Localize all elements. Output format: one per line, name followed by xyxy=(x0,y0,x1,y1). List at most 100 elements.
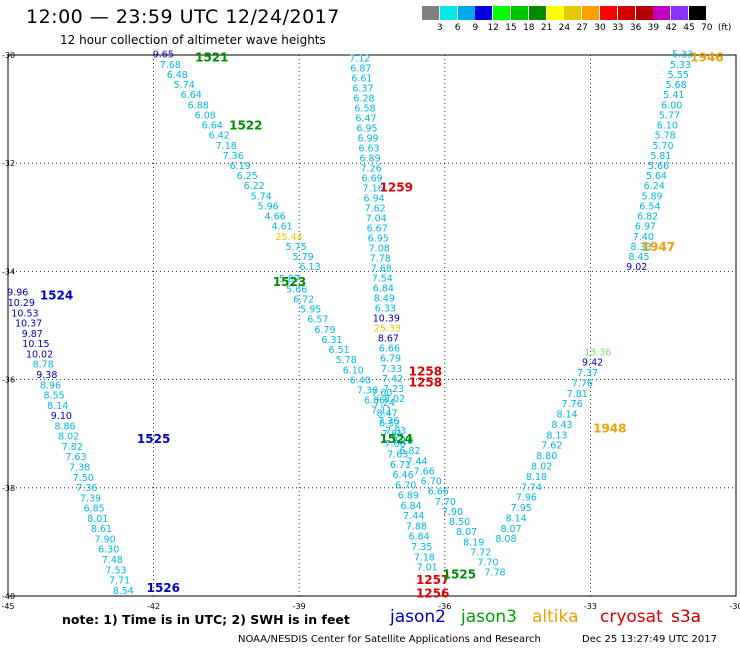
legend-tick-label: 3 xyxy=(436,23,443,33)
swh-value: 7.26 xyxy=(360,164,381,175)
swh-value: 5.79 xyxy=(293,252,314,263)
swh-value: 7.36 xyxy=(378,416,399,427)
swh-value: 6.57 xyxy=(307,315,328,326)
legend-tick-label: 18 xyxy=(523,23,535,33)
swh-value: 7.76 xyxy=(572,378,593,389)
legend-swatch xyxy=(493,6,511,20)
swh-value: 7.62 xyxy=(541,441,562,452)
legend-swatch xyxy=(422,6,439,20)
swh-value: 6.84 xyxy=(408,532,429,543)
legend-tick-label: 36 xyxy=(629,23,642,33)
swh-value: 5.66 xyxy=(648,161,669,172)
legend-swatch xyxy=(600,6,617,20)
swh-value: 6.84 xyxy=(373,284,394,295)
swh-value: 7.54 xyxy=(372,274,393,285)
legend-swatch xyxy=(582,6,600,20)
swh-value: 6.58 xyxy=(354,104,375,115)
swh-value: 7.95 xyxy=(511,503,532,514)
swh-value: 6.66 xyxy=(428,487,449,498)
pass-time-label: 1946 xyxy=(690,51,723,65)
legend-swatch xyxy=(439,6,457,20)
swh-value: 6.64 xyxy=(202,121,223,132)
swh-value: 6.00 xyxy=(661,100,682,111)
swh-value: 6.79 xyxy=(380,354,401,365)
swh-value: 6.63 xyxy=(358,144,379,155)
swh-value: 7.68 xyxy=(160,60,181,71)
footer-note: note: 1) Time is in UTC; 2) SWH is in fe… xyxy=(62,612,350,627)
swh-value: 8.14 xyxy=(506,513,527,524)
swh-value: 7.72 xyxy=(470,547,491,558)
satellite-name: jason3 xyxy=(461,607,517,627)
legend-swatch xyxy=(564,6,582,20)
swh-value: 7.70 xyxy=(435,497,456,508)
swh-value: 6.54 xyxy=(639,201,660,212)
swh-value: 7.16 xyxy=(363,184,384,195)
swh-value: 7.66 xyxy=(384,439,405,450)
swh-value: 8.50 xyxy=(449,517,470,528)
lon-tick-label: -36 xyxy=(438,602,451,611)
pass-time-label: 1257 xyxy=(416,573,449,587)
pass-time-label: 1525 xyxy=(137,432,170,446)
swh-value: 7.96 xyxy=(516,493,537,504)
swh-value: 8.55 xyxy=(44,391,65,402)
legend-tick-label: 15 xyxy=(505,23,517,33)
legend-tick-label: 33 xyxy=(612,23,624,33)
swh-value: 6.84 xyxy=(400,501,421,512)
legend-tick-label: 39 xyxy=(647,23,660,33)
swh-value: 6.33 xyxy=(375,304,396,315)
swh-value: 5.87 xyxy=(279,274,300,285)
swh-value: 6.95 xyxy=(356,124,377,135)
swh-value: 6.46 xyxy=(392,470,413,481)
swh-value: 8.61 xyxy=(91,524,112,535)
legend-swatch xyxy=(671,6,689,20)
swh-value: 6.48 xyxy=(167,70,188,81)
pass-time-label: 1524 xyxy=(40,289,73,303)
swh-value: 7.35 xyxy=(411,542,432,553)
swh-value: 6.10 xyxy=(343,365,364,376)
swh-value: 7.08 xyxy=(369,244,390,255)
swh-value: 6.72 xyxy=(293,294,314,305)
swh-value: 13.36 xyxy=(584,347,611,358)
swh-value: 7.70 xyxy=(477,557,498,568)
swh-value: 6.82 xyxy=(637,212,658,223)
swh-value: 7.23 xyxy=(383,384,404,395)
swh-value: 7.18 xyxy=(392,436,413,447)
legend-tick-label: 70 xyxy=(701,23,713,33)
swh-value: 8.52 xyxy=(379,419,400,430)
swh-value: 8.19 xyxy=(463,537,484,548)
swh-value: 5.70 xyxy=(652,141,673,152)
satellite-name: altika xyxy=(532,607,579,627)
swh-value: 8.07 xyxy=(456,527,477,538)
swh-value: 6.13 xyxy=(299,262,320,273)
swh-value: 6.87 xyxy=(350,64,371,75)
lat-tick-label: -34 xyxy=(2,267,15,276)
swh-value: 9.65 xyxy=(153,50,174,61)
lat-tick-label: -38 xyxy=(2,484,15,493)
swh-value: 8.02 xyxy=(384,394,405,405)
swh-value: 9.38 xyxy=(36,370,57,381)
swh-value: 8.49 xyxy=(374,294,395,305)
swh-value: 9.87 xyxy=(22,329,43,340)
swh-value: 6.51 xyxy=(329,345,350,356)
swh-value: 5.33 xyxy=(672,50,693,61)
pass-time-label: 1259 xyxy=(380,181,413,195)
swh-value: 10.39 xyxy=(373,314,400,325)
lon-tick-label: -45 xyxy=(1,602,14,611)
legend-swatch xyxy=(617,6,635,20)
lat-tick-label: -36 xyxy=(2,376,15,385)
pass-time-label: 1526 xyxy=(147,581,180,595)
swh-value: 25.44 xyxy=(276,232,303,243)
lat-tick-label: -32 xyxy=(2,159,15,168)
swh-value: 5.66 xyxy=(286,284,307,295)
swh-value: 5.74 xyxy=(174,80,195,91)
legend-tick-label: 27 xyxy=(576,23,588,33)
swh-value: 7.82 xyxy=(62,442,83,453)
swh-value: 6.79 xyxy=(314,325,335,336)
swh-value: 9.02 xyxy=(626,262,647,273)
swh-value: 7.74 xyxy=(521,482,542,493)
legend-swatch xyxy=(511,6,528,20)
swh-value: 7.04 xyxy=(366,214,387,225)
legend-swatch xyxy=(689,6,706,20)
swh-value: 8.13 xyxy=(546,430,567,441)
swh-value: 7.88 xyxy=(406,521,427,532)
